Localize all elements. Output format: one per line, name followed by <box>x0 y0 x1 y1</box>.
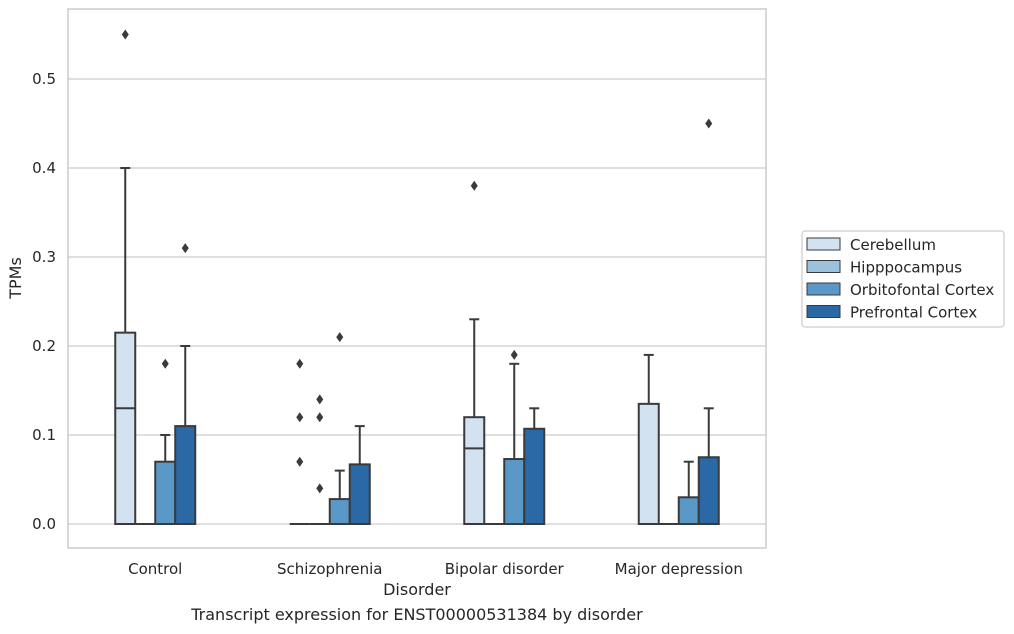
box-prefrontal-cortex <box>348 425 371 525</box>
box-body <box>348 463 371 525</box>
outlier-point <box>470 180 478 191</box>
box-body <box>677 496 700 525</box>
box-body <box>697 456 720 525</box>
y-tick-label: 0.0 <box>32 515 56 533</box>
box-cerebellum <box>114 29 137 525</box>
y-tick-label: 0.5 <box>32 70 56 88</box>
box-body <box>114 331 137 525</box>
x-axis-title: Disorder <box>383 580 451 599</box>
y-axis-ticks: 0.0 0.1 0.2 0.3 0.4 0.5 <box>32 70 56 533</box>
x-axis-ticks: Control Schizophrenia Bipolar disorder Majo… <box>128 560 743 578</box>
outlier-point <box>510 349 518 360</box>
box-prefrontal-cortex <box>523 407 546 525</box>
outlier-point <box>705 118 713 129</box>
box-orbitofontal-cortex <box>677 460 700 525</box>
box-cerebellum <box>637 353 660 526</box>
x-tick-label: Schizophrenia <box>277 560 382 578</box>
chart-caption: Transcript expression for ENST0000053138… <box>191 605 643 624</box>
box-body <box>463 416 486 526</box>
box-body <box>503 458 526 525</box>
box-orbitofontal-cortex <box>154 358 177 526</box>
y-axis-title: TPMs <box>6 257 25 300</box>
box-prefrontal-cortex <box>174 243 197 526</box>
box-body <box>637 402 660 526</box>
legend-swatch <box>806 237 841 251</box>
grid-lines <box>68 78 766 525</box>
box-cerebellum <box>463 180 486 526</box>
outlier-point <box>316 412 324 423</box>
legend-swatch <box>806 305 841 318</box>
legend-label: Prefrontal Cortex <box>850 304 977 322</box>
x-tick-label: Bipolar disorder <box>445 560 565 578</box>
legend-label: Orbitofontal Cortex <box>850 281 994 299</box>
box-orbitofontal-cortex <box>503 349 526 525</box>
outlier-point <box>336 332 344 343</box>
box-body <box>174 425 197 526</box>
legend-label: Cerebellum <box>850 236 936 254</box>
box-cerebellum <box>289 358 310 525</box>
x-tick-label: Major depression <box>615 560 743 578</box>
box-body <box>154 460 177 526</box>
legend-frame <box>801 230 1005 328</box>
box-layer <box>114 29 720 526</box>
legend-swatch <box>806 282 841 296</box>
y-tick-label: 0.1 <box>32 426 56 444</box>
box-body <box>523 427 546 525</box>
outlier-point <box>161 358 169 369</box>
box-prefrontal-cortex <box>697 118 720 525</box>
outlier-point <box>296 456 304 467</box>
legend-label: Hipppocampus <box>850 259 962 277</box>
y-tick-label: 0.4 <box>32 159 56 177</box>
legend-swatch <box>806 260 841 273</box>
box-orbitofontal-cortex <box>328 332 351 525</box>
box-body <box>328 498 351 525</box>
plot-area-frame <box>67 8 767 549</box>
outlier-point <box>296 358 304 369</box>
y-tick-label: 0.2 <box>32 337 56 355</box>
y-tick-label: 0.3 <box>32 248 56 266</box>
x-tick-label: Control <box>128 560 182 578</box>
outlier-point <box>296 412 304 423</box>
outlier-point <box>316 483 324 494</box>
legend: Cerebellum Hipppocampus Orbitofontal Corte… <box>801 230 1005 328</box>
outlier-point <box>181 243 189 254</box>
outlier-point <box>316 394 324 405</box>
box-hipppocampus <box>309 394 330 525</box>
outlier-point <box>121 29 129 40</box>
